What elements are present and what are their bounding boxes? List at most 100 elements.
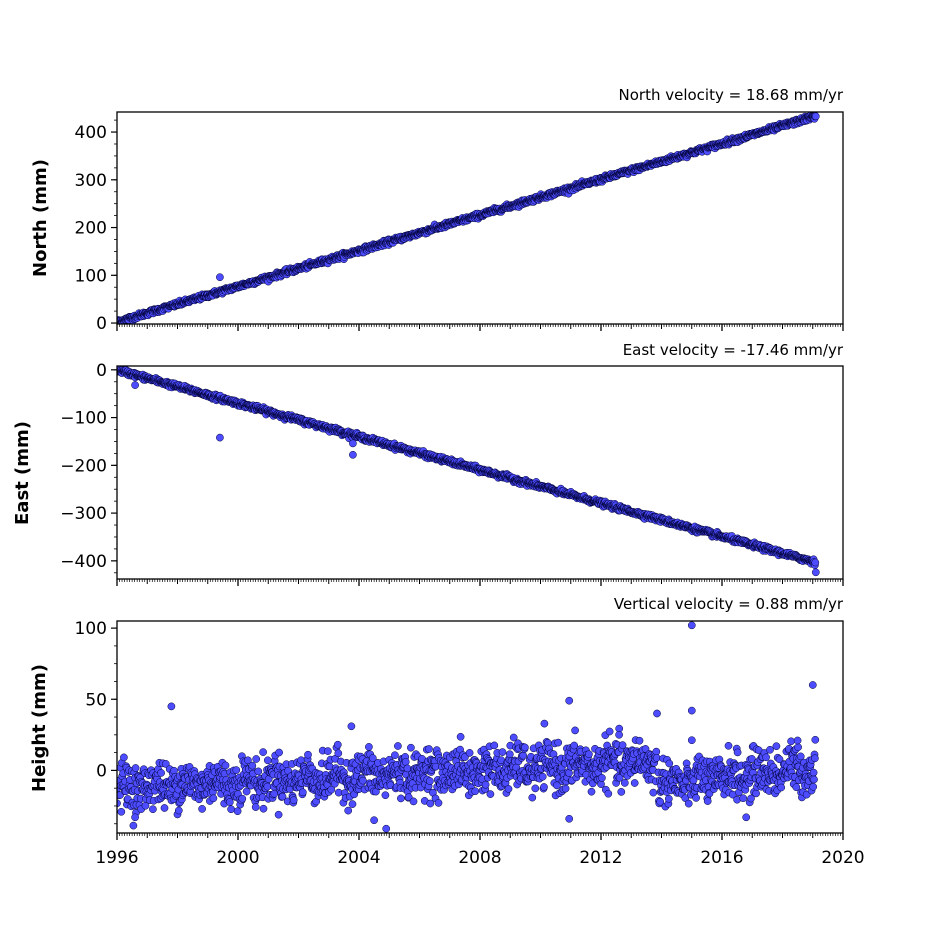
- east-data-points: [117, 366, 820, 577]
- height-data-point: [381, 791, 390, 800]
- height-data-point: [251, 803, 260, 811]
- east-data-point: [811, 558, 820, 567]
- height-data-point: [344, 806, 353, 815]
- height-data-point: [426, 777, 434, 785]
- height-data-point: [131, 764, 140, 772]
- height-data-point: [397, 794, 405, 803]
- north-axis-label: North (mm): [30, 159, 51, 277]
- east-ytick-label: 0: [96, 361, 107, 381]
- east-velocity-label: East velocity = -17.46 mm/yr: [623, 341, 844, 359]
- east-data-point: [131, 381, 139, 389]
- height-data-point: [394, 742, 402, 750]
- height-data-point: [225, 798, 234, 806]
- height-data-point: [519, 751, 528, 760]
- height-data-point: [401, 758, 410, 766]
- height-data-point: [504, 785, 513, 793]
- height-data-point: [263, 782, 272, 791]
- height-data-point: [259, 748, 267, 756]
- height-data-point: [471, 787, 480, 796]
- height-data-point: [227, 805, 235, 814]
- height-data-point: [221, 761, 230, 770]
- height-data-point: [289, 796, 298, 805]
- north-data-point: [216, 273, 224, 282]
- east-data-point: [216, 433, 224, 442]
- height-data-point: [117, 807, 126, 816]
- height-data-point: [274, 810, 283, 819]
- east-data-point: [811, 568, 820, 577]
- height-data-point: [232, 766, 241, 774]
- east-ytick-label: −200: [60, 456, 107, 476]
- height-data-point: [587, 787, 596, 796]
- east-data-point: [349, 439, 357, 448]
- height-data-point: [242, 787, 251, 796]
- height-data-point: [528, 793, 537, 802]
- height-data-point: [456, 732, 465, 741]
- north-data-point: [811, 112, 820, 121]
- height-data-point: [304, 750, 312, 759]
- height-data-point: [391, 751, 399, 760]
- height-data-point: [157, 769, 165, 777]
- height-data-point: [120, 753, 128, 762]
- north-ytick-label: 400: [75, 123, 107, 143]
- height-data-point: [259, 804, 268, 813]
- height-data-point: [348, 800, 357, 808]
- height-data-point: [275, 748, 283, 757]
- east-ytick-label: −100: [60, 409, 107, 429]
- height-data-point: [571, 726, 579, 735]
- height-data-point: [585, 750, 593, 759]
- north-plot-frame: [116, 111, 844, 325]
- east-data-point: [349, 450, 357, 459]
- height-data-point: [538, 772, 547, 781]
- height-data-point: [540, 719, 549, 728]
- height-data-points: [117, 621, 820, 833]
- height-data-point: [465, 749, 474, 757]
- height-data-point: [333, 740, 342, 749]
- east-panel: 0 −100 −200 −300 −400 East velocity = -17.46…: [12, 341, 844, 586]
- height-data-point: [254, 767, 263, 776]
- east-ytick-label: −300: [60, 504, 107, 524]
- height-data-point: [198, 805, 206, 813]
- height-data-point: [434, 799, 443, 807]
- height-data-point: [407, 743, 415, 752]
- east-ytick-label: −400: [60, 552, 107, 572]
- height-data-point: [129, 821, 138, 830]
- height-data-point: [540, 783, 548, 791]
- height-data-point: [498, 748, 507, 756]
- height-data-point: [174, 806, 183, 815]
- height-data-point: [324, 747, 332, 755]
- north-panel: 0 100 200 300 400 North velocity = 18.68 mm/…: [30, 86, 844, 334]
- height-data-point: [365, 743, 373, 751]
- north-data-points: [117, 112, 820, 324]
- height-data-point: [233, 807, 242, 816]
- north-axes: 0 100 200 300 400: [75, 119, 844, 334]
- north-velocity-label: North velocity = 18.68 mm/yr: [619, 86, 844, 104]
- height-data-point: [160, 804, 169, 812]
- north-ytick-label: 200: [75, 219, 107, 239]
- height-data-point: [248, 761, 257, 770]
- north-ytick-label: 100: [75, 266, 107, 286]
- height-data-point: [490, 741, 499, 750]
- north-ytick-label: 0: [96, 314, 107, 334]
- height-data-point: [263, 756, 272, 765]
- height-data-point: [238, 794, 247, 803]
- north-ytick-label: 300: [75, 171, 107, 191]
- height-data-point: [425, 745, 433, 753]
- height-data-point: [481, 780, 490, 789]
- height-data-point: [486, 790, 495, 798]
- height-data-point: [334, 749, 343, 758]
- height-data-point: [554, 738, 563, 747]
- height-data-point: [561, 784, 570, 793]
- height-data-point: [298, 788, 307, 797]
- height-data-point: [359, 776, 367, 785]
- height-data-point: [252, 755, 261, 763]
- height-data-point: [209, 794, 218, 803]
- east-axis-label: East (mm): [12, 421, 33, 525]
- height-data-point: [149, 805, 157, 814]
- height-data-point: [521, 743, 529, 752]
- height-data-point: [531, 784, 540, 793]
- height-data-point: [505, 750, 514, 759]
- height-data-point: [409, 797, 418, 806]
- east-axes: 0 −100 −200 −300 −400: [60, 361, 844, 586]
